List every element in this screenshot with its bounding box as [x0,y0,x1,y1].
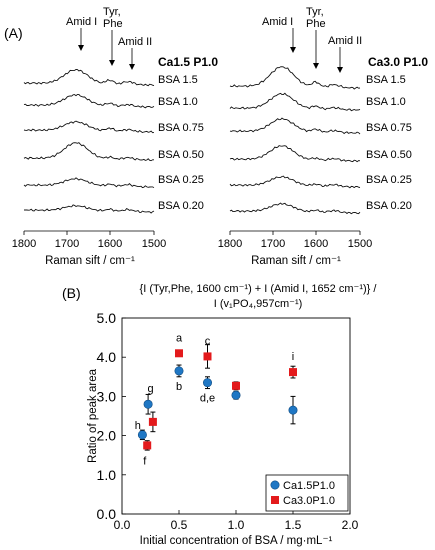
right-tick-label: 1800 [218,238,242,250]
data-series [137,344,298,451]
right-annot-amid2: Amid II [328,35,362,47]
right-spectra-xlabel: Raman sift / cm⁻¹ [251,255,341,267]
data-point-square [148,417,157,426]
left-trace-label: BSA 0.20 [158,200,204,212]
left-spectra-panel: Ca1.5 P1.0 Amid I Tyr, Phe Amid II BSA 1… [12,6,219,267]
data-point-square [203,352,212,361]
data-point-square [232,381,240,390]
right-annot-tyr: Tyr, [306,6,324,18]
left-trace-label: BSA 0.75 [158,122,204,134]
right-trace-label: BSA 0.75 [366,122,412,134]
raman-spectrum-trace [229,117,361,135]
raman-spectrum-trace [23,177,155,189]
x-tick-label: 0.5 [171,518,188,532]
left-trace-label: BSA 0.25 [158,174,204,186]
data-point-circle [137,430,147,440]
data-point-square [175,349,183,358]
y-tick-label: 0.0 [97,506,117,522]
y-tick-label: 4.0 [97,349,117,365]
left-annot-tyr: Tyr, [103,6,121,18]
x-axis: 0.0 0.5 1.0 1.5 2.0 [114,510,359,532]
legend-label: Ca3.0P1.0 [283,495,335,507]
annotation-label: h [135,420,141,432]
annotation-label: c [205,335,211,347]
data-point-circle [231,390,241,400]
y-axis: 0.0 1.0 2.0 3.0 4.0 5.0 [97,310,126,522]
x-tick-label: 0.0 [114,518,131,532]
annotation-label: d,e [200,393,215,405]
raman-spectrum-trace [229,175,361,189]
y-tick-label: 5.0 [97,310,117,326]
raman-spectrum-trace [229,92,361,112]
data-point-square [289,368,297,377]
right-sample-label: Ca3.0 P1.0 [368,55,428,69]
raman-spectrum-trace [229,202,361,215]
y-tick-label: 2.0 [97,428,117,444]
legend-box [265,474,349,512]
chart-title-line2: I (v₁PO₄,957cm⁻¹) [214,298,303,310]
annotation-label: g [147,383,153,395]
legend: Ca1.5P1.0 Ca3.0P1.0 [265,474,349,512]
data-point-circle [174,366,184,376]
left-trace-label: BSA 0.50 [158,149,204,161]
left-tick-label: 1800 [12,238,36,250]
left-annot-amid2: Amid II [118,36,152,48]
right-trace-label: BSA 1.5 [366,74,406,86]
right-trace-label: BSA 1.0 [366,96,406,108]
raman-spectrum-trace [23,93,155,109]
left-trace-label: BSA 1.0 [158,96,198,108]
x-tick-label: 1.0 [228,518,245,532]
right-annot-amid1: Amid I [262,16,293,28]
annotation-label: b [176,381,182,393]
raman-spectrum-trace [229,66,361,90]
data-point-circle [288,405,298,415]
chart-title-line1: {I (Tyr,Phe, 1600 cm⁻¹) + I (Amid I, 165… [140,283,378,295]
panel-label-a: (A) [4,25,23,41]
data-point-circle [143,399,153,409]
legend-marker-circle [270,480,280,490]
y-tick-label: 1.0 [97,467,117,483]
left-annot-phe: Phe [103,18,123,30]
right-tick-label: 1700 [261,238,285,250]
data-point-square [143,441,152,450]
left-trace-label: BSA 1.5 [158,74,198,86]
right-tick-label: 1600 [304,238,328,250]
right-trace-label: BSA 0.25 [366,174,412,186]
legend-marker-square [271,496,279,504]
left-sample-label: Ca1.5 P1.0 [158,55,218,69]
panel-label-b: (B) [62,285,81,301]
raman-spectrum-trace [23,204,155,214]
left-tick-label: 1500 [142,238,166,250]
raman-spectrum-trace [23,68,155,87]
raman-spectrum-trace [23,142,154,162]
raman-spectrum-trace [23,120,155,134]
data-point-circle [203,378,213,388]
left-tick-label: 1700 [55,238,79,250]
annotation-label: a [176,332,183,344]
left-tick-label: 1600 [98,238,122,250]
right-spectra-ticks [229,231,361,235]
right-tick-label: 1500 [348,238,372,250]
y-axis-title: Ratio of peak area [87,368,99,463]
x-tick-label: 1.5 [285,518,302,532]
annotation-label: f [143,455,147,467]
x-tick-label: 2.0 [342,518,359,532]
annotation-label: i [292,351,294,363]
x-axis-title: Initial concentration of BSA / mg·mL⁻¹ [140,535,333,547]
right-trace-label: BSA 0.20 [366,200,412,212]
legend-label: Ca1.5P1.0 [283,480,335,492]
right-annot-phe: Phe [306,18,326,30]
raman-spectrum-trace [229,145,361,163]
left-annot-arrows [78,28,135,70]
right-trace-label: BSA 0.50 [366,149,412,161]
significance-annotations: a b c d,e g h f i [135,332,294,467]
right-spectra-panel: Ca3.0 P1.0 Amid I Tyr, Phe Amid II BSA 1… [218,6,429,267]
left-spectra-xlabel: Raman sift / cm⁻¹ [45,255,135,267]
y-tick-label: 3.0 [97,388,117,404]
left-annot-amid1: Amid I [66,16,97,28]
left-spectra-ticks [23,231,155,235]
right-annot-arrows [290,28,343,73]
